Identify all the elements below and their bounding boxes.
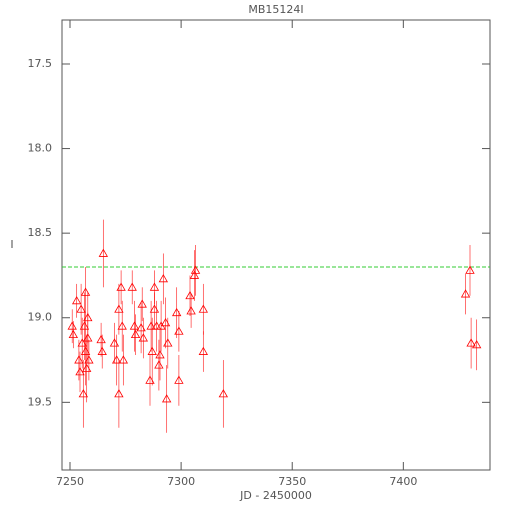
data-point	[98, 248, 109, 257]
data-point	[114, 304, 124, 313]
data-point	[155, 350, 165, 359]
data-point	[174, 326, 184, 335]
data-point	[471, 340, 482, 349]
data-point	[118, 355, 129, 364]
data-point	[163, 338, 173, 347]
data-point	[189, 270, 200, 279]
data-point	[130, 329, 141, 339]
data-point	[146, 321, 156, 330]
y-axis-label: I	[10, 238, 13, 251]
y-tick-label: 19.0	[28, 311, 53, 324]
data-point	[74, 355, 84, 364]
x-tick-label: 7250	[56, 475, 84, 488]
data-point	[137, 299, 147, 308]
plot-frame	[61, 19, 491, 471]
data-point	[138, 333, 149, 342]
x-axis-label: JD - 2450000	[239, 489, 312, 502]
data-point	[71, 296, 82, 305]
data-point	[186, 306, 196, 315]
data-point	[127, 282, 137, 291]
data-point	[218, 389, 229, 398]
data-point	[97, 346, 107, 355]
data-point	[149, 282, 160, 291]
data-point	[96, 334, 106, 344]
data-point	[78, 389, 89, 398]
data-point	[79, 321, 90, 330]
data-point	[68, 329, 79, 339]
data-point	[111, 355, 122, 364]
data-point	[83, 333, 93, 342]
data-point	[185, 290, 195, 300]
data-point	[158, 274, 169, 283]
data-point	[147, 346, 157, 355]
data-point	[154, 360, 164, 369]
data-point	[465, 265, 475, 274]
data-point	[198, 304, 209, 313]
chart-title: MB15124I	[248, 3, 303, 16]
data-point	[67, 321, 77, 330]
data-point	[129, 321, 140, 330]
data-point	[114, 389, 124, 398]
data-point	[198, 346, 209, 355]
data-point	[161, 394, 172, 403]
data-point	[75, 367, 85, 376]
data-point	[117, 321, 127, 330]
data-point	[116, 282, 126, 291]
data-point	[174, 375, 184, 384]
x-tick-label: 7300	[167, 475, 195, 488]
x-tick-label: 7400	[389, 475, 417, 488]
y-tick-label: 18.0	[28, 142, 53, 155]
y-tick-label: 19.5	[28, 395, 53, 408]
data-point	[76, 304, 86, 313]
x-tick-label: 7350	[278, 475, 306, 488]
y-tick-label: 18.5	[28, 226, 53, 239]
data-point	[460, 289, 471, 298]
data-point	[84, 355, 94, 364]
data-point	[190, 265, 201, 274]
data-point	[466, 338, 476, 347]
data-point	[80, 287, 91, 296]
y-tick-label: 17.5	[28, 57, 53, 70]
